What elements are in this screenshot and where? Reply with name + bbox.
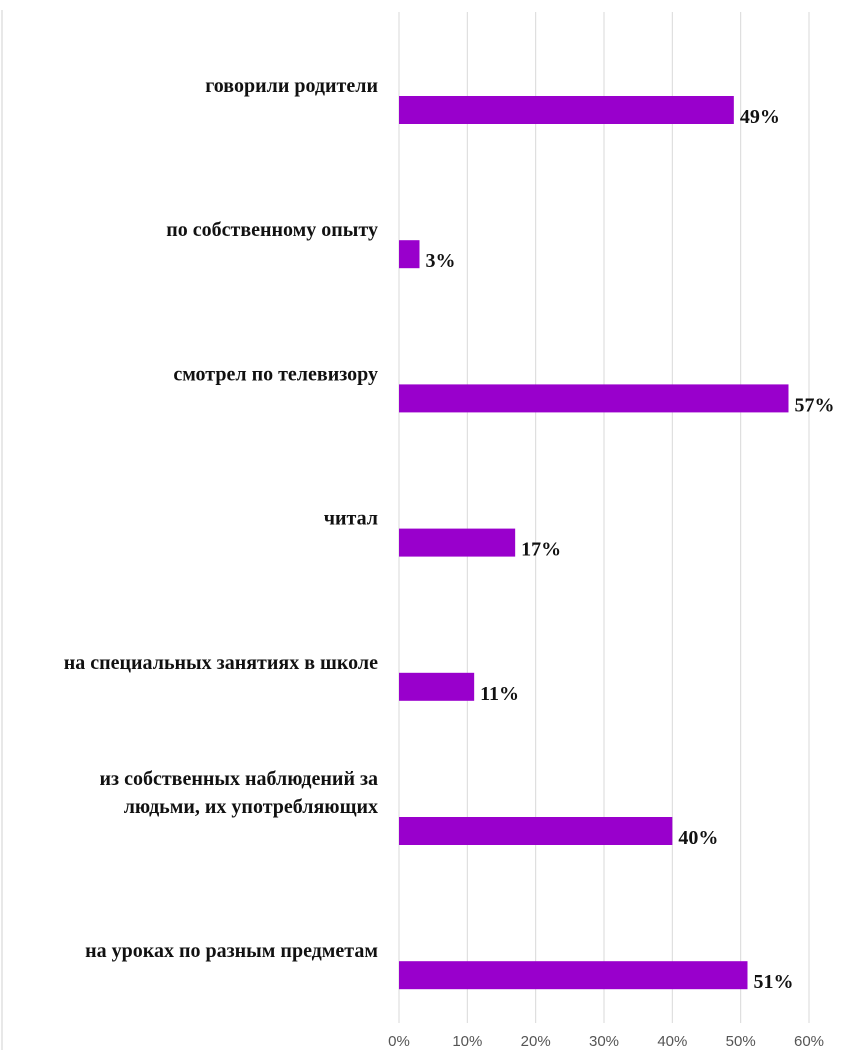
data-label: 57% <box>795 394 835 416</box>
category-label: из собственных наблюдений за <box>100 768 378 790</box>
category-label: людьми, их употребляющих <box>124 796 378 818</box>
category-label: на уроках по разным предметам <box>85 940 378 962</box>
category-label: по собственному опыту <box>166 219 378 241</box>
x-tick-label: 20% <box>521 1033 551 1050</box>
data-label: 3% <box>426 250 456 272</box>
data-label: 40% <box>678 827 718 849</box>
bar-6 <box>399 961 748 990</box>
x-tick-label: 30% <box>589 1033 619 1050</box>
bar-4 <box>399 672 475 701</box>
data-label: 51% <box>754 971 794 993</box>
bar-1 <box>399 240 420 269</box>
bar-5 <box>399 817 673 845</box>
x-tick-label: 50% <box>726 1033 756 1050</box>
bar-0 <box>399 96 734 124</box>
category-label: на специальных занятиях в школе <box>64 652 378 674</box>
category-label: смотрел по телевизору <box>173 363 378 385</box>
bar-3 <box>399 528 516 557</box>
x-tick-label: 60% <box>794 1033 824 1050</box>
x-tick-label: 10% <box>452 1033 482 1050</box>
data-label: 49% <box>740 106 780 128</box>
category-label: говорили родители <box>205 75 378 97</box>
x-tick-label: 40% <box>657 1033 687 1050</box>
bar-2 <box>399 384 789 413</box>
data-label: 11% <box>480 683 519 705</box>
category-label: читал <box>324 508 378 530</box>
x-tick-label: 0% <box>388 1033 410 1050</box>
data-label: 17% <box>521 539 561 561</box>
